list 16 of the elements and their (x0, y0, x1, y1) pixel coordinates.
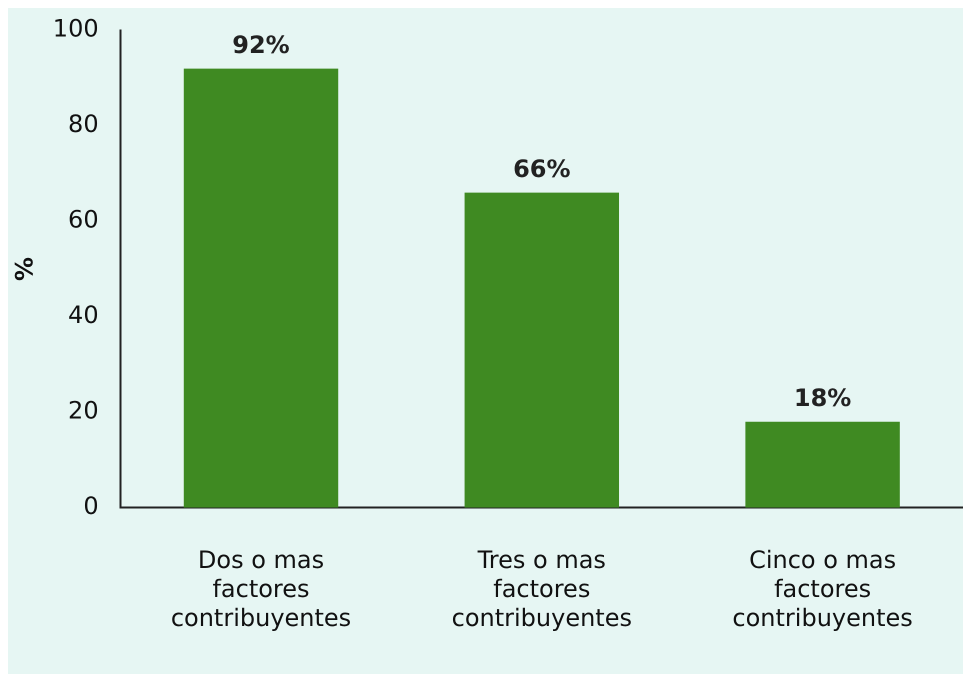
y-tick-label: 40 (68, 300, 99, 329)
y-axis-title: % (10, 256, 39, 282)
y-tick-label: 60 (68, 206, 99, 234)
bar (745, 422, 900, 508)
data-label: 18% (794, 384, 852, 412)
bar (184, 68, 338, 508)
data-label: 66% (513, 154, 571, 183)
y-tick-label: 0 (83, 492, 99, 520)
y-tick-label: 20 (68, 396, 99, 424)
x-tick-label: Dos o mas factores contribuyentes (170, 546, 352, 632)
x-tick-label: Tres o mas factores contribuyentes (452, 546, 632, 632)
bar (464, 192, 620, 508)
data-label: 92% (232, 30, 290, 59)
x-tick-label: Cinco o mas factores contribuyentes (732, 546, 913, 632)
y-tick-label: 100 (52, 14, 99, 43)
y-tick-label: 80 (68, 110, 99, 138)
